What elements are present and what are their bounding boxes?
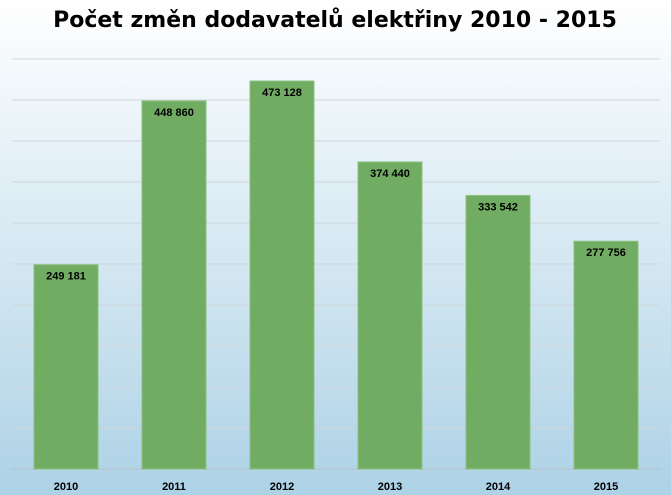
bar-2012 [249, 80, 315, 470]
value-label-2012: 473 128 [262, 87, 302, 99]
gridlines [12, 58, 660, 470]
x-tick-label-2010: 2010 [54, 481, 78, 493]
x-tick-label-2011: 2011 [162, 481, 186, 493]
x-axis-tick-labels: 2010 2011 2012 2013 2014 2015 [54, 481, 618, 493]
bar-2014 [465, 194, 531, 470]
value-label-2010: 249 181 [46, 271, 86, 283]
value-labels: 249 181 448 860 473 128 374 440 333 542 277 7… [46, 87, 626, 283]
value-label-2011: 448 860 [154, 107, 194, 119]
x-tick-label-2014: 2014 [486, 481, 511, 493]
x-tick-label-2012: 2012 [270, 481, 294, 493]
value-label-2015: 277 756 [586, 247, 626, 259]
x-tick-label-2013: 2013 [378, 481, 402, 493]
value-label-2013: 374 440 [370, 168, 410, 180]
bar-2011 [141, 100, 207, 470]
bar-2013 [357, 161, 423, 470]
bar-2010 [33, 264, 99, 470]
value-label-2014: 333 542 [478, 201, 518, 213]
chart-title: Počet změn dodavatelů elektřiny 2010 - 2… [53, 8, 617, 33]
x-tick-label-2015: 2015 [594, 481, 618, 493]
bars [33, 80, 639, 470]
bar-2015 [573, 240, 639, 470]
